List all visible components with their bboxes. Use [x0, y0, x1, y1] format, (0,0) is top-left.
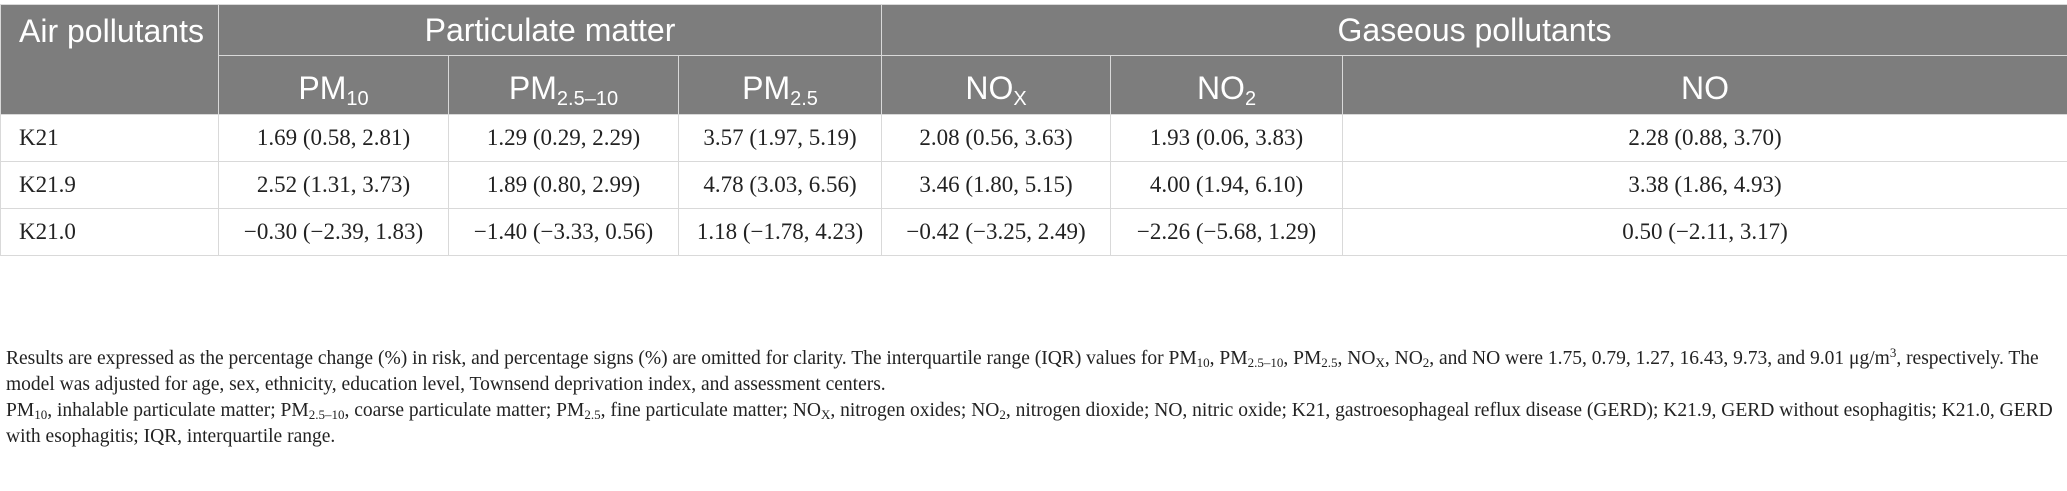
table-row: K21.9 2.52 (1.31, 3.73) 1.89 (0.80, 2.99…	[0, 161, 2067, 209]
table-cell: 2.28 (0.88, 3.70)	[1341, 114, 2067, 162]
column-header-no2: NO2	[1110, 55, 1343, 115]
footnote-results-note: Results are expressed as the percentage …	[6, 345, 2039, 395]
table-cell: 4.78 (3.03, 6.56)	[678, 161, 882, 209]
header-row-columns: PM10 PM2.5–10 PM2.5 NOX NO2 NO	[1, 55, 2067, 115]
table-cell: 4.00 (1.94, 6.10)	[1110, 161, 1343, 209]
footnote-abbreviations: PM10, inhalable particulate matter; PM2.…	[6, 400, 2053, 447]
table-cell: −1.40 (−3.33, 0.56)	[448, 208, 679, 256]
group-header-gaseous: Gaseous pollutants	[880, 4, 2067, 56]
table-cell: 1.93 (0.06, 3.83)	[1110, 114, 1343, 162]
table-cell: 2.52 (1.31, 3.73)	[218, 161, 449, 209]
table-cell: −0.30 (−2.39, 1.83)	[218, 208, 449, 256]
table-cell: 0.50 (−2.11, 3.17)	[1341, 208, 2067, 256]
row-label: K21.9	[0, 161, 219, 209]
pollutant-results-table: Air pollutants Particulate matter Gaseou…	[0, 4, 2067, 256]
table-row: K21.0 −0.30 (−2.39, 1.83) −1.40 (−3.33, …	[0, 208, 2067, 256]
table-cell: 1.89 (0.80, 2.99)	[448, 161, 679, 209]
column-header-no: NO	[1341, 55, 2067, 115]
group-header-particulate: Particulate matter	[218, 4, 882, 56]
column-header-pm10: PM10	[218, 55, 449, 115]
column-header-nox: NOX	[881, 55, 1111, 115]
row-label: K21.0	[0, 208, 219, 256]
table-cell: −0.42 (−3.25, 2.49)	[881, 208, 1111, 256]
table-cell: 1.18 (−1.78, 4.23)	[678, 208, 882, 256]
table-cell: 1.69 (0.58, 2.81)	[218, 114, 449, 162]
table-cell: 3.57 (1.97, 5.19)	[678, 114, 882, 162]
table-cell: 1.29 (0.29, 2.29)	[448, 114, 679, 162]
column-header-pm2-5: PM2.5	[678, 55, 882, 115]
table-cell: −2.26 (−5.68, 1.29)	[1110, 208, 1343, 256]
table-row: K21 1.69 (0.58, 2.81) 1.29 (0.29, 2.29) …	[0, 114, 2067, 162]
table-cell: 2.08 (0.56, 3.63)	[881, 114, 1111, 162]
column-header-pm2-5-10: PM2.5–10	[448, 55, 679, 115]
table-footnote: Results are expressed as the percentage …	[6, 346, 2061, 450]
table-cell: 3.38 (1.86, 4.93)	[1341, 161, 2067, 209]
table-cell: 3.46 (1.80, 5.15)	[881, 161, 1111, 209]
header-row-groups: Air pollutants Particulate matter Gaseou…	[0, 4, 2067, 115]
row-header: Air pollutants	[0, 4, 219, 115]
row-label: K21	[0, 114, 219, 162]
